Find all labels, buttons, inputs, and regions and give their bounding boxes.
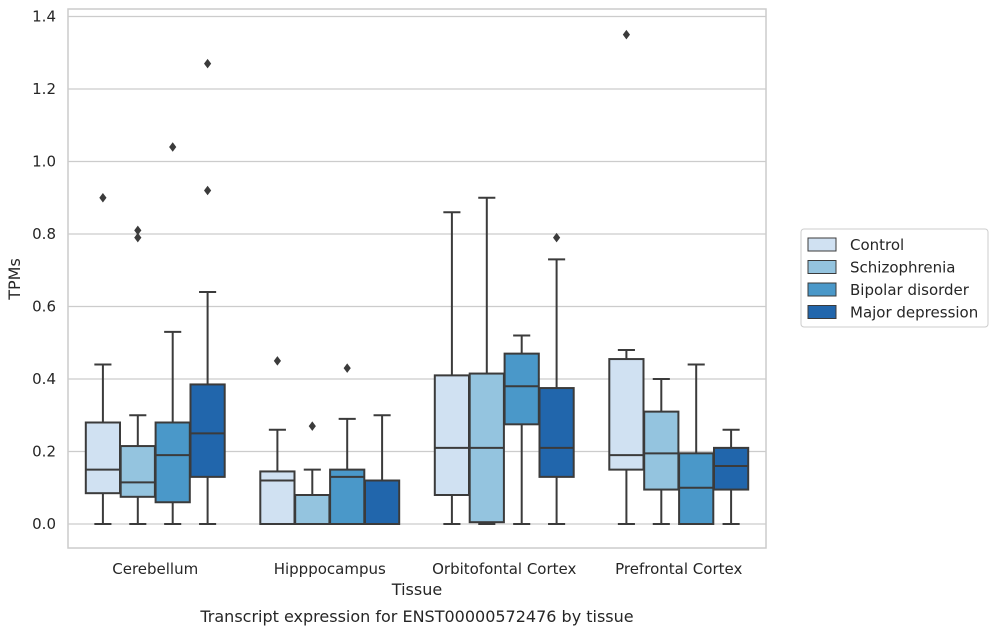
- x-tick-label: Prefrontal Cortex: [615, 560, 742, 578]
- y-tick-label: 0.8: [32, 225, 56, 243]
- box-bipolar-disorder: [678, 363, 715, 525]
- box-control: [433, 211, 471, 525]
- box-schizophrenia: [643, 378, 680, 525]
- outlier-point: [308, 421, 316, 431]
- y-tick-label: 1.2: [32, 80, 56, 98]
- iqr-box: [189, 383, 226, 478]
- iqr-box: [643, 410, 680, 491]
- outlier-point: [343, 363, 351, 373]
- box-control: [608, 29, 645, 525]
- y-tick-labels: 0.0 0.2 0.4 0.6 0.8 1.0 1.2 1.4: [32, 8, 56, 534]
- box-bipolar-disorder: [329, 363, 366, 525]
- x-axis-label: Tissue: [391, 580, 442, 599]
- iqr-box: [154, 421, 191, 504]
- box-bipolar-disorder: [503, 334, 540, 525]
- iqr-box: [712, 446, 750, 491]
- iqr-box: [294, 494, 331, 525]
- outlier-point: [169, 142, 177, 152]
- iqr-box: [329, 468, 366, 525]
- legend: Control Schizophrenia Bipolar disorder Majo…: [800, 228, 989, 328]
- box-schizophrenia: [119, 225, 156, 525]
- y-tick-label: 0.0: [32, 515, 56, 533]
- outlier-point: [553, 232, 561, 243]
- box-major-depression: [363, 414, 401, 525]
- outlier-point: [99, 192, 107, 203]
- iqr-box: [433, 374, 471, 496]
- y-tick-label: 0.4: [32, 370, 56, 388]
- outlier-point: [134, 225, 142, 236]
- iqr-box: [84, 421, 122, 495]
- legend-label: Control: [850, 236, 904, 254]
- chart-caption: Transcript expression for ENST0000057247…: [199, 607, 633, 626]
- plot-frame: [67, 8, 767, 549]
- y-tick-label: 1.0: [32, 153, 56, 171]
- box-major-depression: [538, 232, 575, 525]
- box-schizophrenia: [294, 421, 331, 525]
- iqr-box: [608, 358, 645, 471]
- x-tick-label: Orbitofontal Cortex: [432, 560, 576, 578]
- box-major-depression: [189, 58, 226, 525]
- legend-label: Major depression: [850, 304, 978, 322]
- x-tick-label: Cerebellum: [112, 560, 198, 578]
- boxes: [84, 29, 750, 525]
- box-schizophrenia: [468, 196, 505, 525]
- legend-swatch: [807, 305, 837, 319]
- outlier-point: [134, 232, 142, 243]
- box-bipolar-disorder: [154, 142, 191, 525]
- iqr-box: [538, 387, 575, 478]
- iqr-box: [363, 479, 401, 525]
- legend-label: Bipolar disorder: [850, 281, 970, 299]
- y-tick-label: 0.2: [32, 443, 56, 461]
- outlier-point: [273, 356, 281, 366]
- legend-swatch: [807, 282, 837, 297]
- legend-label: Schizophrenia: [850, 259, 955, 277]
- y-tick-label: 0.6: [32, 298, 56, 316]
- legend-swatch: [807, 260, 837, 274]
- x-tick-label: Hipppocampus: [274, 560, 386, 578]
- outlier-point: [204, 185, 212, 196]
- iqr-box: [119, 445, 156, 498]
- legend-frame: [800, 228, 989, 328]
- y-tick-label: 1.4: [32, 8, 56, 26]
- iqr-box: [259, 470, 296, 525]
- y-axis-label: TPMs: [5, 258, 24, 301]
- legend-swatch: [807, 237, 837, 252]
- outlier-point: [622, 29, 630, 40]
- outlier-point: [204, 58, 212, 69]
- iqr-box: [503, 352, 540, 426]
- box-major-depression: [712, 428, 750, 525]
- box-control: [259, 356, 296, 525]
- box-control: [84, 192, 122, 525]
- x-tick-labels: Cerebellum Hipppocampus Orbitofontal Corte…: [112, 560, 742, 578]
